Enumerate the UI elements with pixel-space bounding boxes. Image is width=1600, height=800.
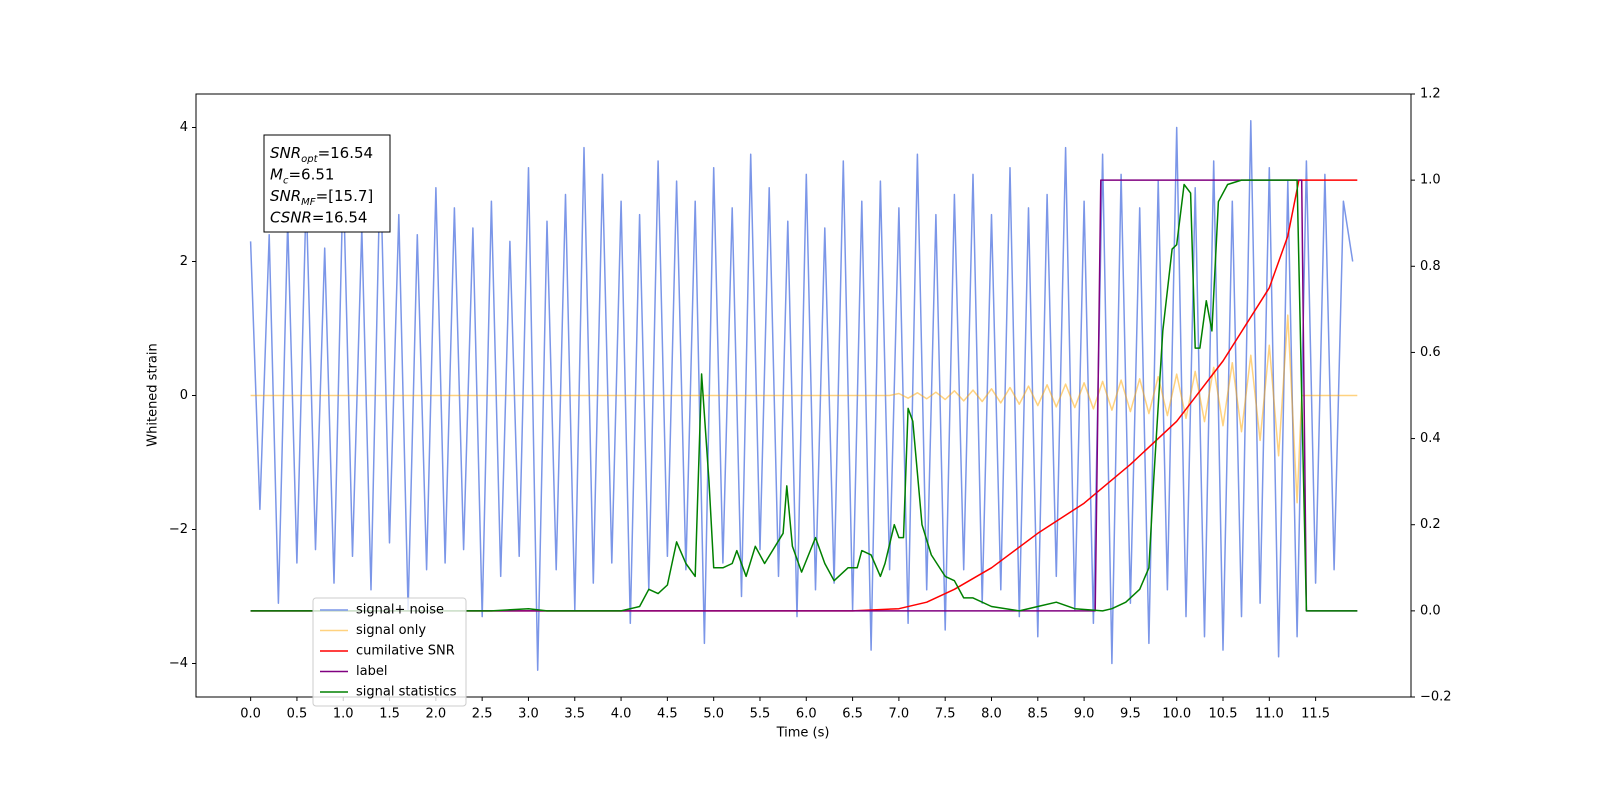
annotation-box (263, 134, 391, 233)
x-tick-label: 1.0 (333, 707, 354, 722)
x-tick-label: 0.5 (287, 707, 308, 722)
x-tick-label: 3.5 (564, 707, 585, 722)
x-tick-label: 9.5 (1120, 707, 1141, 722)
series-line (250, 179, 1358, 612)
series-line (250, 179, 1358, 612)
annotation-var: SNR (270, 144, 301, 162)
annotation-text: =16.54 (312, 208, 368, 226)
legend-box (312, 597, 467, 707)
x-tick-label: 11.0 (1255, 707, 1284, 722)
x-tick-label: 4.0 (611, 707, 632, 722)
annotation-text: =16.54 (318, 144, 374, 162)
y2-tick-label: 1.0 (1420, 173, 1441, 188)
annotation-var: CSNR (270, 208, 312, 226)
legend-label: signal statistics (356, 685, 457, 700)
x-tick-label: 7.5 (935, 707, 956, 722)
annotation-var: M (270, 165, 283, 183)
x-tick-label: 3.0 (518, 707, 539, 722)
x-tick-label: 6.5 (842, 707, 863, 722)
y-tick-label: −4 (169, 656, 188, 671)
legend-label: signal+ noise (356, 603, 444, 618)
x-tick-label: 7.0 (889, 707, 910, 722)
legend-label: label (356, 664, 387, 679)
y2-tick-label: 0.6 (1420, 345, 1441, 360)
annotation: SNRopt=16.54 (270, 144, 373, 165)
y2-tick-label: 0.0 (1420, 603, 1441, 618)
annotation-sub: MF (301, 197, 316, 208)
annotation-var: SNR (270, 187, 301, 205)
x-tick-label: 8.5 (1027, 707, 1048, 722)
x-tick-label: 2.0 (426, 707, 447, 722)
x-tick-label: 0.0 (240, 707, 261, 722)
annotation-sub: c (283, 175, 289, 186)
y-tick-label: −2 (169, 522, 188, 537)
annotation-text: =[15.7] (316, 187, 374, 205)
annotation: SNRMF=[15.7] (270, 187, 373, 208)
x-tick-label: 10.5 (1209, 707, 1238, 722)
annotation-sub: opt (301, 154, 318, 165)
y2-tick-label: 1.2 (1420, 87, 1441, 102)
y2-tick-label: 0.8 (1420, 259, 1441, 274)
y-tick-label: 0 (180, 388, 188, 403)
annotation: CSNR=16.54 (270, 208, 367, 226)
x-tick-label: 10.0 (1162, 707, 1191, 722)
x-tick-label: 2.5 (472, 707, 493, 722)
x-tick-label: 5.5 (750, 707, 771, 722)
annotation-text: =6.51 (288, 165, 334, 183)
x-tick-label: 1.5 (379, 707, 400, 722)
y-tick-label: 4 (180, 120, 188, 135)
x-tick-label: 4.5 (657, 707, 678, 722)
legend-label: signal only (356, 623, 426, 638)
y-tick-label: 2 (180, 254, 188, 269)
x-tick-label: 9.0 (1074, 707, 1095, 722)
x-tick-label: 11.5 (1301, 707, 1330, 722)
x-axis-label: Time (s) (776, 726, 830, 741)
y2-tick-label: 0.4 (1420, 431, 1441, 446)
y2-tick-label: 0.2 (1420, 517, 1441, 532)
x-tick-label: 8.0 (981, 707, 1002, 722)
annotation: Mc=6.51 (270, 165, 334, 186)
x-tick-label: 5.0 (703, 707, 724, 722)
legend-label: cumilative SNR (356, 644, 455, 659)
y-axis-label: Whitened strain (146, 343, 161, 446)
y2-tick-label: −0.2 (1420, 690, 1452, 705)
x-tick-label: 6.0 (796, 707, 817, 722)
